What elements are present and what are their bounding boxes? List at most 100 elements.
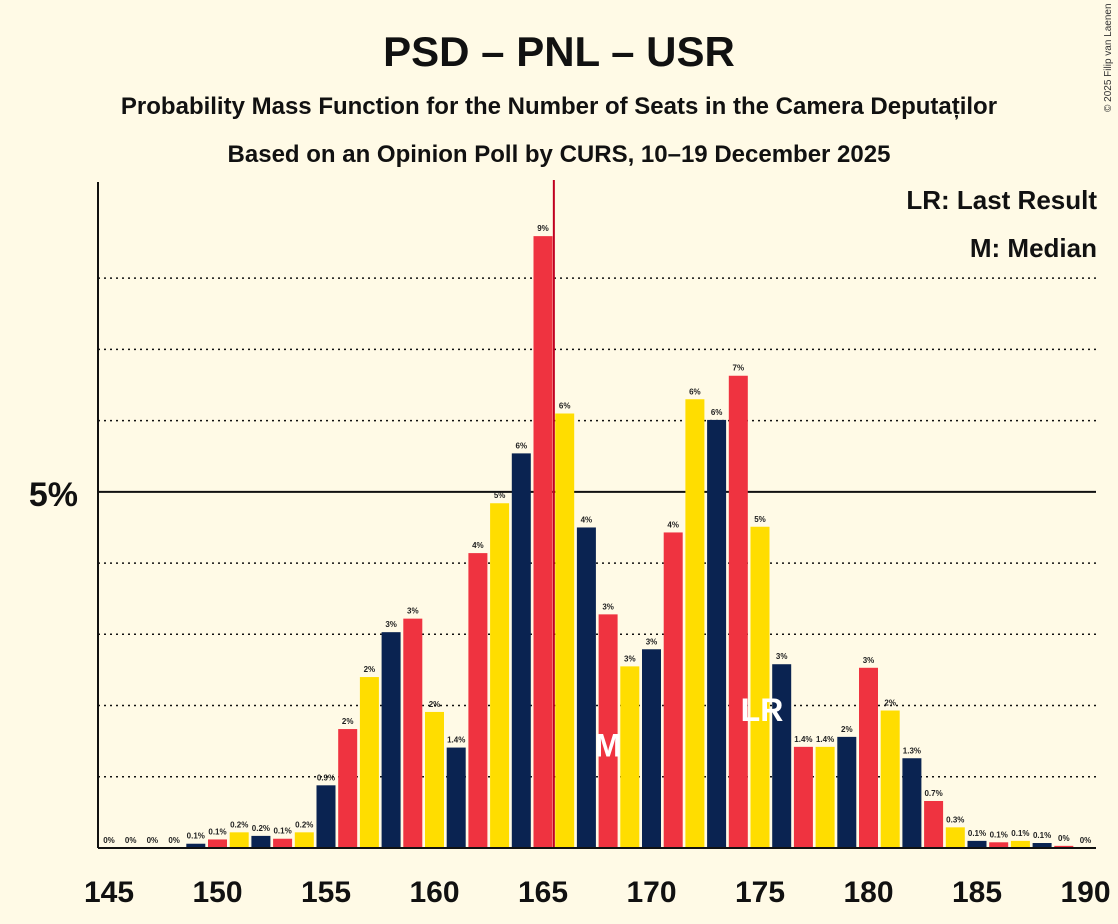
chart-subtitle-2: Based on an Opinion Poll by CURS, 10–19 … (228, 141, 891, 168)
bar-label-182: 1.3% (903, 746, 921, 755)
bar-label-158: 3% (385, 620, 397, 629)
median-marker: M (595, 728, 622, 764)
bar-label-150: 0.1% (208, 827, 226, 836)
bar-label-146: 0% (125, 836, 137, 845)
x-tick-160: 160 (409, 876, 459, 909)
x-tick-145: 145 (84, 876, 134, 909)
bar-label-171: 4% (667, 520, 679, 529)
bar-171 (663, 532, 683, 848)
x-tick-labels: 145 150 155 160 165 170 175 180 185 190 (84, 876, 1111, 909)
bar-label-178: 1.4% (816, 735, 834, 744)
bar-label-147: 0% (147, 836, 159, 845)
bar-label-174: 7% (733, 364, 745, 373)
bar-label-152: 0.2% (252, 824, 270, 833)
bar-181 (880, 710, 900, 848)
x-tick-175: 175 (735, 876, 785, 909)
bar-label-160: 2% (429, 700, 441, 709)
x-tick-170: 170 (626, 876, 676, 909)
bar-label-149: 0.1% (187, 832, 205, 841)
bar-151 (229, 832, 249, 848)
bar-188 (1032, 843, 1052, 848)
gridlines (98, 277, 1096, 778)
x-tick-150: 150 (192, 876, 242, 909)
bar-label-154: 0.2% (295, 820, 313, 829)
bar-178 (815, 746, 835, 848)
bar-158 (381, 632, 401, 848)
bar-label-185: 0.1% (968, 829, 986, 838)
chart-title: PSD – PNL – USR (383, 28, 735, 75)
bar-label-176: 3% (776, 652, 788, 661)
bar-169 (620, 666, 640, 848)
bar-172 (685, 399, 705, 848)
last-result-marker: LR (741, 692, 784, 728)
copyright-note: © 2025 Filip van Laenen (1103, 3, 1114, 112)
bar-189 (1054, 845, 1074, 848)
bar-176 (772, 664, 792, 848)
x-tick-180: 180 (843, 876, 893, 909)
bar-166 (555, 413, 575, 848)
bar-label-189: 0% (1058, 834, 1070, 843)
bar-label-162: 4% (472, 541, 484, 550)
y-tick-label-5pct: 5% (29, 476, 78, 514)
bar-177 (793, 746, 813, 848)
bar-label-164: 6% (516, 441, 528, 450)
bar-label-155: 0.9% (317, 773, 335, 782)
x-tick-185: 185 (952, 876, 1002, 909)
bar-187 (1010, 840, 1030, 848)
bar-label-166: 6% (559, 401, 571, 410)
chart-subtitle-1: Probability Mass Function for the Number… (121, 93, 997, 120)
bar-label-180: 3% (863, 656, 875, 665)
bar-label-167: 4% (581, 515, 593, 524)
bar-label-161: 1.4% (447, 736, 465, 745)
bar-label-170: 3% (646, 637, 658, 646)
bar-156 (338, 729, 358, 848)
bar-label-148: 0% (168, 836, 180, 845)
bar-labels-group: 0% 0% 0% 0% 0.1% 0.1%0.2% 0.2% 0.1%0.2%0.9%2%2%… (103, 224, 1091, 845)
bar-label-172: 6% (689, 387, 701, 396)
bar-label-175: 5% (754, 515, 766, 524)
bar-label-177: 1.4% (794, 735, 812, 744)
x-tick-155: 155 (301, 876, 351, 909)
bar-label-157: 2% (364, 665, 376, 674)
bar-174 (728, 375, 748, 848)
bar-label-156: 2% (342, 717, 354, 726)
bar-173 (707, 419, 727, 848)
bar-label-153: 0.1% (273, 827, 291, 836)
bar-182 (902, 758, 922, 848)
bar-163 (490, 503, 510, 848)
bar-183 (924, 800, 944, 848)
x-tick-190: 190 (1060, 876, 1110, 909)
bar-label-165: 9% (537, 224, 549, 233)
bar-167 (576, 527, 596, 848)
bar-164 (511, 453, 531, 848)
bar-152 (251, 835, 271, 848)
bar-155 (316, 785, 336, 848)
bar-168 (598, 614, 618, 848)
bar-label-169: 3% (624, 654, 636, 663)
bar-label-145: 0% (103, 836, 115, 845)
bar-185 (967, 840, 987, 848)
bar-162 (468, 553, 488, 848)
bar-170 (642, 649, 661, 848)
bar-179 (837, 736, 857, 848)
bar-label-173: 6% (711, 408, 723, 417)
bar-180 (859, 667, 878, 848)
bar-label-186: 0.1% (990, 830, 1008, 839)
bar-label-183: 0.7% (924, 789, 942, 798)
legend-last-result: LR: Last Result (906, 185, 1097, 215)
bar-186 (989, 842, 1009, 848)
bars-group (186, 236, 1074, 848)
bar-165 (533, 236, 553, 848)
bar-154 (294, 832, 314, 848)
bar-184 (945, 827, 965, 848)
legend-median: M: Median (970, 233, 1097, 263)
bar-159 (403, 618, 423, 848)
x-tick-165: 165 (518, 876, 568, 909)
bar-label-190: 0% (1080, 836, 1092, 845)
bar-153 (273, 838, 293, 848)
bar-161 (446, 747, 466, 848)
bar-label-151: 0.2% (230, 820, 248, 829)
bar-label-184: 0.3% (946, 815, 964, 824)
bar-label-163: 5% (494, 491, 506, 500)
